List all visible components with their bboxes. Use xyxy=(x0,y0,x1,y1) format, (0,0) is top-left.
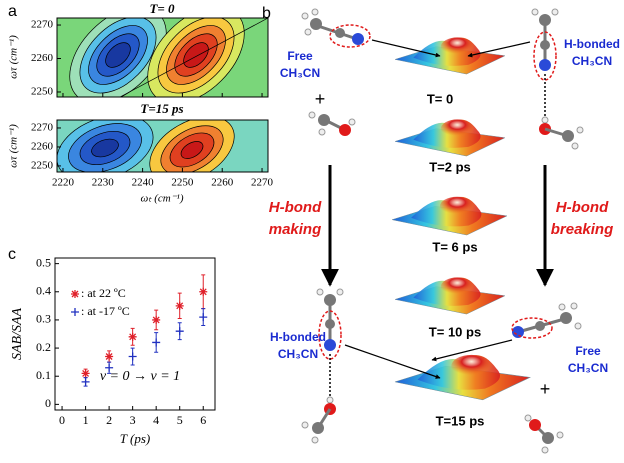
y-axis-label: ωτ (cm⁻¹) xyxy=(8,124,20,168)
panel-b: b T= 0 T=2 ps T= 6 ps T= 10 ps T=15 ps F… xyxy=(262,5,620,454)
y-tick-label: 0.1 xyxy=(36,368,51,382)
molecule-label: H-bonded xyxy=(270,330,326,344)
y-tick-label: 0 xyxy=(45,396,51,410)
x-tick-label: 1 xyxy=(83,413,89,427)
process-label: H-bond xyxy=(556,199,609,216)
y-tick-label: 0.2 xyxy=(36,340,51,354)
marker xyxy=(81,369,90,378)
x-axis-label: T (ps) xyxy=(120,431,150,446)
y-axis-label: SAB/SAA xyxy=(10,308,25,361)
legend-label: : at 22 ºC xyxy=(81,286,126,300)
process-label: breaking xyxy=(551,221,614,238)
panel-label: a xyxy=(8,3,17,20)
y-axis-label: ωτ (cm⁻¹) xyxy=(8,35,20,79)
molecule-label: Free xyxy=(575,344,601,358)
x-tick-label: 0 xyxy=(59,413,65,427)
surface-label: T= 0 xyxy=(427,91,453,106)
marker xyxy=(81,377,90,386)
plus-sign: + xyxy=(540,379,551,399)
plot-title: T= 0 xyxy=(149,1,175,16)
contour-plot xyxy=(57,120,268,172)
x-tick-label: 2220 xyxy=(52,177,75,189)
marker xyxy=(152,315,161,324)
marker xyxy=(152,338,161,347)
plot-frame xyxy=(54,257,216,411)
x-tick-label: 5 xyxy=(177,413,183,427)
x-tick-label: 6 xyxy=(200,413,206,427)
marker xyxy=(175,327,184,336)
surface-label: T= 10 ps xyxy=(429,324,481,339)
y-tick-label: 2250 xyxy=(31,86,54,98)
x-tick-label: 2260 xyxy=(211,177,234,189)
y-tick-label: 2260 xyxy=(31,52,54,64)
plot-title: T=15 ps xyxy=(140,101,183,116)
molecule-label: CH₃CN xyxy=(278,347,318,361)
y-tick-label: 0.5 xyxy=(36,255,51,269)
x-tick-label: 2230 xyxy=(92,177,115,189)
x-tick-label: 2 xyxy=(106,413,112,427)
molecule-label: CH₃CN xyxy=(568,361,608,375)
surface-label: T=15 ps xyxy=(436,413,485,428)
molecule-label: CH₃CN xyxy=(280,66,320,80)
marker xyxy=(199,287,208,296)
marker xyxy=(175,301,184,310)
x-tick-label: 2240 xyxy=(132,177,155,189)
marker xyxy=(128,332,137,341)
legend-marker xyxy=(71,308,79,316)
contour-plot xyxy=(57,18,268,97)
marker xyxy=(199,313,208,322)
x-tick-label: 3 xyxy=(130,413,136,427)
panel-label: b xyxy=(262,5,271,22)
molecule-label: H-bonded xyxy=(564,37,620,51)
marker xyxy=(105,363,114,372)
y-tick-label: 0.4 xyxy=(36,284,51,298)
annotation: v = 0 → v = 1 xyxy=(100,369,180,384)
y-tick-label: 2270 xyxy=(31,19,54,31)
legend-marker xyxy=(71,290,79,298)
y-tick-label: 0.3 xyxy=(36,312,51,326)
x-tick-label: 2270 xyxy=(251,177,274,189)
x-tick-label: 2250 xyxy=(171,177,194,189)
y-tick-label: 2250 xyxy=(31,159,54,171)
marker xyxy=(128,352,137,361)
process-label: making xyxy=(269,221,322,238)
plus-sign: + xyxy=(315,89,326,109)
y-tick-label: 2270 xyxy=(31,122,54,134)
x-tick-label: 4 xyxy=(153,413,159,427)
y-tick-label: 2260 xyxy=(31,140,54,152)
molecule-label: CH₃CN xyxy=(572,54,612,68)
process-label: H-bond xyxy=(269,199,322,216)
legend-label: : at -17 ºC xyxy=(81,304,130,318)
marker xyxy=(105,352,114,361)
surface-label: T= 6 ps xyxy=(432,239,477,254)
panel-label: c xyxy=(8,246,16,263)
surface-label: T=2 ps xyxy=(429,159,471,174)
molecule-label: Free xyxy=(287,49,313,63)
x-axis-label: ωₜ (cm⁻¹) xyxy=(140,193,183,205)
